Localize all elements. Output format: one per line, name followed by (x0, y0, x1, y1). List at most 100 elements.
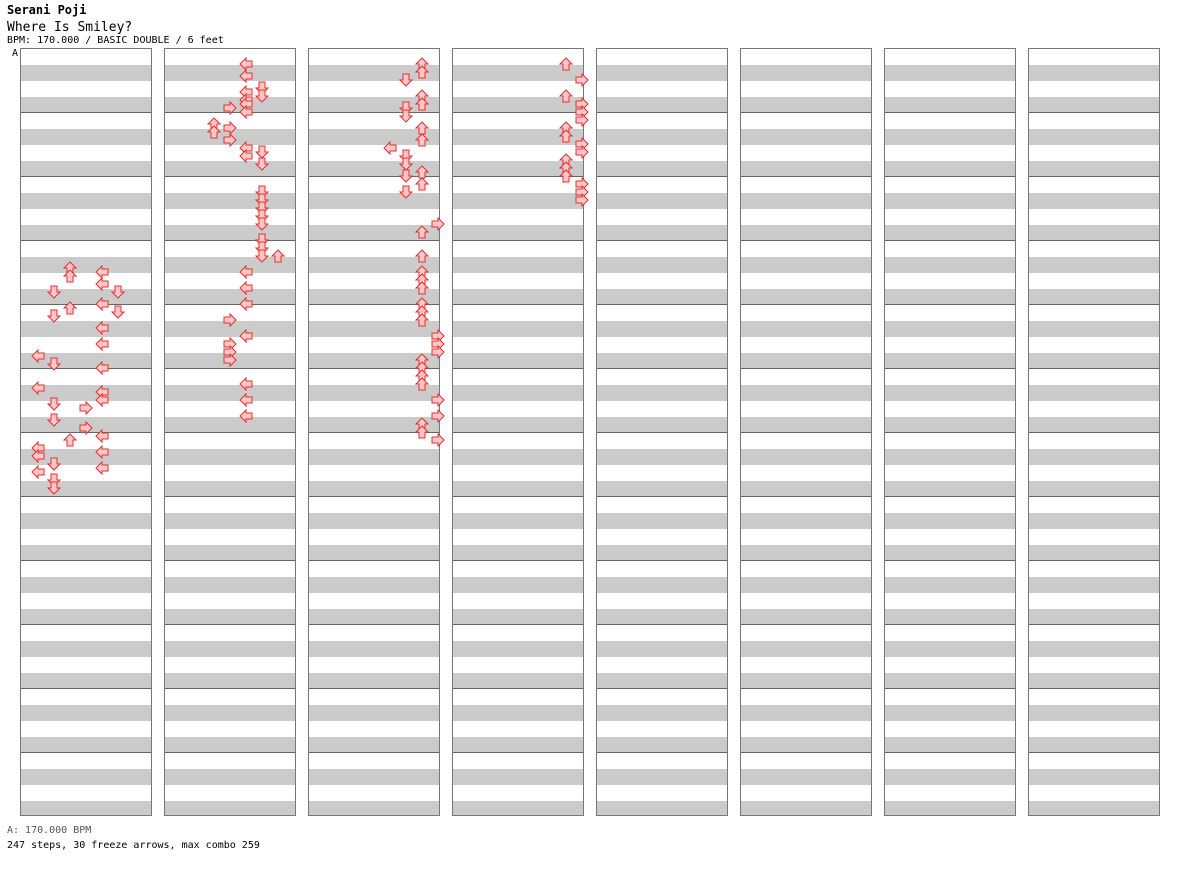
chart-meta: BPM: 170.000 / BASIC DOUBLE / 6 feet (7, 35, 224, 46)
measure-line (1029, 432, 1159, 433)
measure-line (165, 432, 295, 433)
measure-line (453, 240, 583, 241)
arrow-note-r (431, 392, 445, 408)
measure-line (741, 624, 871, 625)
arrow-note-l (239, 104, 253, 120)
measure-line (1029, 624, 1159, 625)
arrow-note-d (46, 457, 62, 471)
measure-line (597, 112, 727, 113)
artist-name: Serani Poji (7, 3, 87, 17)
measure-line (453, 752, 583, 753)
measure-line (21, 176, 151, 177)
measure-line (309, 560, 439, 561)
measure-line (1029, 304, 1159, 305)
measure-line (453, 560, 583, 561)
arrow-note-u (414, 249, 430, 263)
measure-line (309, 624, 439, 625)
measure-line (1029, 496, 1159, 497)
arrow-note-u (414, 281, 430, 295)
arrow-note-l (31, 440, 45, 456)
measure-line (885, 624, 1015, 625)
arrow-note-d (254, 157, 270, 171)
measure-line (165, 304, 295, 305)
measure-line (453, 304, 583, 305)
arrow-note-l (383, 140, 397, 156)
measure-line (165, 624, 295, 625)
arrow-note-u (270, 249, 286, 263)
measure-line (885, 560, 1015, 561)
arrow-note-u (414, 97, 430, 111)
measure-line (597, 240, 727, 241)
arrow-note-d (398, 157, 414, 171)
measure-line (597, 752, 727, 753)
arrow-note-u (414, 133, 430, 147)
measure-line (885, 432, 1015, 433)
measure-line (453, 176, 583, 177)
measure-line (309, 304, 439, 305)
measure-line (309, 240, 439, 241)
measure-line (1029, 240, 1159, 241)
measure-line (21, 560, 151, 561)
chart-column (884, 48, 1016, 816)
chart-column (1028, 48, 1160, 816)
measure-line (1029, 752, 1159, 753)
measure-line (1029, 688, 1159, 689)
arrow-note-r (223, 312, 237, 328)
measure-line (597, 496, 727, 497)
measure-line (741, 752, 871, 753)
measure-line (885, 240, 1015, 241)
arrow-note-u (414, 177, 430, 191)
arrow-note-l (95, 320, 109, 336)
arrow-note-l (95, 460, 109, 476)
arrow-note-l (95, 336, 109, 352)
measure-line (741, 368, 871, 369)
arrow-note-r (431, 432, 445, 448)
arrow-note-l (95, 392, 109, 408)
measure-line (597, 368, 727, 369)
arrow-note-r (431, 344, 445, 360)
measure-line (1029, 112, 1159, 113)
arrow-note-d (254, 89, 270, 103)
measure-line (453, 624, 583, 625)
arrow-note-u (414, 65, 430, 79)
arrow-note-l (95, 384, 109, 400)
arrow-note-l (95, 276, 109, 292)
arrow-note-r (223, 132, 237, 148)
measure-line (309, 368, 439, 369)
arrow-note-u (414, 425, 430, 439)
arrow-note-d (46, 309, 62, 323)
arrow-note-u (558, 169, 574, 183)
arrow-note-l (239, 84, 253, 100)
arrow-note-u (558, 57, 574, 71)
measure-line (741, 432, 871, 433)
measure-line (885, 688, 1015, 689)
arrow-note-d (46, 413, 62, 427)
measure-line (885, 304, 1015, 305)
arrow-note-l (95, 264, 109, 280)
arrow-note-d (254, 217, 270, 231)
arrow-note-u (62, 433, 78, 447)
measure-line (21, 496, 151, 497)
arrow-note-d (254, 249, 270, 263)
measure-line (309, 176, 439, 177)
measure-line (309, 496, 439, 497)
measure-line (21, 304, 151, 305)
measure-line (885, 176, 1015, 177)
arrow-note-u (558, 89, 574, 103)
arrow-note-d (254, 145, 270, 159)
bpm-marker-label: A (12, 48, 19, 59)
measure-line (453, 688, 583, 689)
bpm-summary: A: 170.000 BPM (7, 825, 92, 836)
measure-line (885, 112, 1015, 113)
measure-line (165, 240, 295, 241)
measure-line (597, 688, 727, 689)
arrow-note-u (414, 225, 430, 239)
arrow-note-d (46, 285, 62, 299)
measure-line (453, 368, 583, 369)
arrow-note-l (239, 392, 253, 408)
arrow-note-r (223, 120, 237, 136)
measure-line (741, 688, 871, 689)
arrow-note-r (223, 100, 237, 116)
arrow-note-l (239, 264, 253, 280)
measure-line (165, 176, 295, 177)
